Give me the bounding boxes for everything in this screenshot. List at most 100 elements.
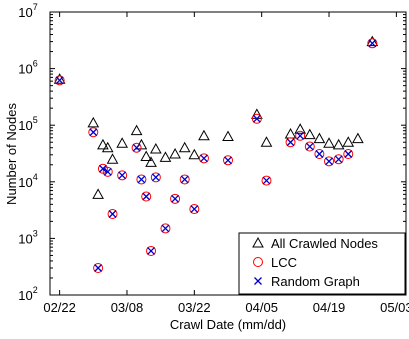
data-points [53, 35, 379, 273]
random-graph-point [334, 155, 343, 164]
x-tick-label: 03/22 [178, 300, 211, 315]
random-graph-point [325, 157, 333, 166]
lcc-point [136, 174, 147, 185]
random-graph-point [108, 210, 117, 218]
all-crawled-nodes-point [188, 148, 201, 160]
random-graph-point [315, 150, 324, 158]
lcc-point [170, 193, 181, 204]
all-crawled-nodes-point [178, 141, 191, 153]
y-tick-label: 103 [18, 228, 37, 246]
lcc-point [54, 75, 65, 86]
lcc-point [324, 156, 335, 167]
lcc-point [160, 223, 171, 234]
y-tick-label: 102 [18, 285, 37, 303]
lcc-point [343, 148, 354, 159]
random-graph-point [296, 131, 305, 140]
legend-random-graph-marker [254, 277, 262, 285]
lcc-point [146, 245, 157, 256]
random-graph-point [224, 156, 232, 165]
x-axis-title: Crawl Date (mm/dd) [170, 317, 286, 332]
random-graph-point [252, 114, 261, 123]
random-graph-point [103, 167, 112, 176]
all-crawled-nodes-point [313, 132, 326, 144]
y-tick-label: 107 [18, 2, 37, 20]
random-graph-point [344, 150, 353, 158]
lcc-point [295, 130, 306, 141]
all-crawled-nodes-point [222, 130, 234, 142]
lcc-point [285, 137, 296, 148]
lcc-point [93, 262, 104, 273]
all-crawled-nodes-point [352, 132, 364, 144]
legend: All Crawled Nodes LCC Random Graph [238, 232, 406, 295]
random-graph-point [368, 39, 377, 48]
random-graph-point [171, 194, 180, 203]
random-graph-point [118, 171, 127, 180]
random-graph-point [142, 192, 151, 201]
all-crawled-nodes-point [140, 150, 153, 161]
legend-all-crawled-nodes-marker [252, 236, 264, 248]
all-crawled-nodes-point [149, 142, 162, 154]
lcc-point [251, 113, 262, 124]
legend-lcc-marker [253, 257, 263, 267]
random-graph-point [137, 175, 146, 184]
all-crawled-nodes-point [130, 124, 143, 136]
lcc-point [304, 141, 315, 152]
legend-box [238, 232, 406, 295]
all-crawled-nodes-point [145, 156, 157, 167]
all-crawled-nodes-point [342, 136, 355, 147]
all-crawled-nodes-point [323, 137, 335, 148]
x-tick-label: 02/22 [43, 300, 76, 315]
all-crawled-nodes-point [198, 129, 210, 141]
x-tick-label: 04/05 [245, 300, 278, 315]
legend-random-graph-label: Random Graph [271, 274, 360, 289]
random-graph-point [161, 224, 170, 233]
x-tick-label: 04/19 [313, 300, 346, 315]
y-axis: 102 103 104 105 106 107 [18, 2, 406, 303]
lcc-point [261, 175, 272, 186]
y-tick-label: 105 [18, 115, 37, 133]
random-graph-point [190, 205, 199, 214]
random-graph-point [180, 175, 189, 184]
lcc-point [367, 38, 378, 49]
y-tick-label: 106 [18, 59, 37, 77]
all-crawled-nodes-point [101, 141, 114, 153]
y-axis-title: Number of Nodes [4, 103, 19, 205]
lcc-point [223, 155, 233, 166]
lcc-point [333, 154, 344, 165]
random-graph-point [132, 143, 141, 152]
y-tick-label: 104 [18, 172, 37, 190]
random-graph-point [286, 138, 295, 147]
x-tick-label: 05/03 [380, 300, 409, 315]
all-crawled-nodes-point [159, 151, 172, 162]
legend-all-crawled-nodes-label: All Crawled Nodes [271, 236, 378, 251]
legend-lcc-label: LCC [271, 255, 297, 270]
lcc-point [107, 208, 118, 219]
lcc-point [131, 142, 142, 153]
random-graph-point [89, 128, 98, 137]
all-crawled-nodes-point [332, 138, 345, 150]
lcc-point [102, 166, 113, 177]
random-graph-point [55, 76, 64, 85]
lcc-point [150, 172, 161, 183]
random-graph-point [94, 264, 103, 272]
random-graph-point [199, 154, 208, 163]
all-crawled-nodes-point [97, 138, 109, 150]
random-graph-point [98, 164, 107, 173]
lcc-point [141, 191, 152, 202]
all-crawled-nodes-point [169, 147, 181, 159]
lcc-point [117, 170, 128, 181]
x-tick-label: 03/08 [111, 300, 144, 315]
lcc-point [189, 204, 200, 215]
all-crawled-nodes-point [294, 123, 307, 134]
all-crawled-nodes-point [260, 136, 273, 147]
all-crawled-nodes-point [106, 153, 119, 164]
lcc-point [198, 153, 209, 164]
random-graph-point [151, 173, 160, 182]
all-crawled-nodes-point [92, 188, 104, 199]
lcc-point [88, 127, 99, 138]
lcc-point [179, 174, 190, 185]
lcc-point [97, 163, 108, 174]
all-crawled-nodes-point [87, 116, 100, 128]
lcc-point [314, 148, 325, 159]
